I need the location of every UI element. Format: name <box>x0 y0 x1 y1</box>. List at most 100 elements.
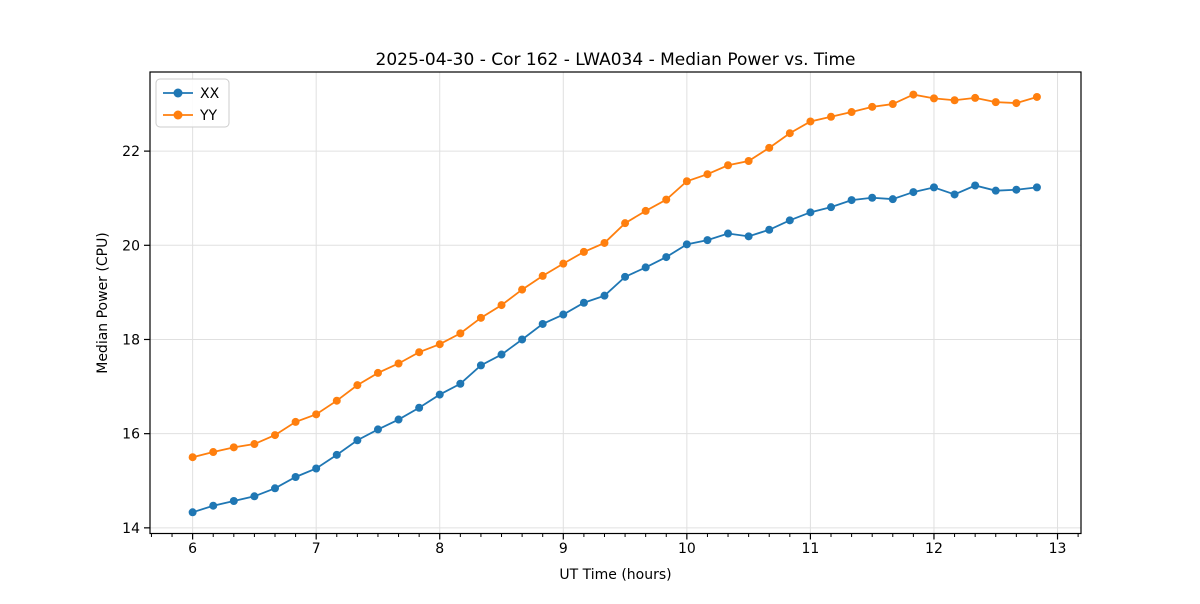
data-point <box>188 508 197 517</box>
data-point <box>662 195 671 204</box>
data-point <box>888 100 897 109</box>
data-point <box>435 390 444 399</box>
data-point <box>847 196 856 205</box>
data-point <box>703 170 712 179</box>
data-point <box>435 340 444 349</box>
data-point <box>785 216 794 225</box>
data-point <box>600 291 609 300</box>
data-point <box>785 129 794 138</box>
data-point <box>332 450 341 459</box>
data-series <box>188 90 1041 517</box>
data-point <box>929 94 938 103</box>
data-point <box>765 225 774 234</box>
x-tick-label: 6 <box>188 541 197 557</box>
x-tick-label: 10 <box>678 541 696 557</box>
data-point <box>312 410 321 419</box>
data-point <box>827 203 836 212</box>
y-tick-label: 22 <box>122 144 140 160</box>
series-xx <box>188 181 1041 517</box>
data-point <box>271 431 280 440</box>
data-point <box>456 379 465 388</box>
data-point <box>1012 99 1021 108</box>
data-point <box>641 263 650 272</box>
data-point <box>353 381 362 390</box>
data-point <box>579 247 588 256</box>
data-point <box>971 181 980 190</box>
x-tick-label: 9 <box>559 541 568 557</box>
legend-marker-xx <box>173 88 183 98</box>
data-point <box>682 177 691 186</box>
x-axis-label: UT Time (hours) <box>559 567 671 583</box>
data-point <box>291 472 300 481</box>
data-point <box>621 219 630 228</box>
data-point <box>621 272 630 281</box>
data-point <box>641 206 650 215</box>
data-point <box>373 368 382 377</box>
data-point <box>497 301 506 310</box>
data-point <box>1012 185 1021 194</box>
legend: XX YY <box>155 78 230 128</box>
chart-title: 2025-04-30 - Cor 162 - LWA034 - Median P… <box>376 50 856 70</box>
data-point <box>868 102 877 111</box>
data-point <box>250 492 259 501</box>
axis-tick-labels: 6 7 8 9 10 11 12 13 14 16 18 20 22 <box>122 144 1066 557</box>
data-point <box>394 359 403 368</box>
data-point <box>806 208 815 217</box>
data-point <box>188 453 197 462</box>
y-tick-label: 18 <box>122 332 140 348</box>
data-point <box>476 313 485 322</box>
data-point <box>662 253 671 262</box>
data-point <box>271 484 280 493</box>
y-tick-label: 14 <box>122 521 140 537</box>
data-point <box>929 183 938 192</box>
data-point <box>497 350 506 359</box>
data-point <box>744 157 753 166</box>
data-point <box>456 329 465 338</box>
legend-marker-yy <box>173 110 183 120</box>
data-point <box>312 464 321 473</box>
data-point <box>332 396 341 405</box>
data-point <box>229 443 238 452</box>
data-point <box>868 193 877 202</box>
x-tick-label: 7 <box>312 541 321 557</box>
data-point <box>971 93 980 102</box>
x-tick-label: 12 <box>925 541 943 557</box>
data-point <box>703 236 712 245</box>
x-tick-label: 8 <box>435 541 444 557</box>
data-point <box>579 298 588 307</box>
data-point <box>415 403 424 412</box>
data-point <box>415 348 424 357</box>
series-yy <box>188 90 1041 462</box>
legend-label-yy: YY <box>199 108 218 124</box>
data-point <box>476 361 485 370</box>
data-point <box>765 143 774 152</box>
data-point <box>291 417 300 426</box>
data-point <box>559 310 568 319</box>
data-point <box>373 425 382 434</box>
data-point <box>991 98 1000 107</box>
x-tick-label: 11 <box>801 541 819 557</box>
data-point <box>229 497 238 506</box>
legend-label-xx: XX <box>200 86 220 102</box>
data-point <box>353 436 362 445</box>
data-point <box>559 259 568 268</box>
plot-border <box>149 71 1082 535</box>
data-point <box>909 188 918 197</box>
data-point <box>1032 92 1041 101</box>
data-point <box>724 161 733 170</box>
data-point <box>250 440 259 449</box>
data-point <box>806 117 815 126</box>
data-point <box>209 448 218 457</box>
data-point <box>538 319 547 328</box>
data-point <box>744 232 753 241</box>
data-point <box>1032 183 1041 192</box>
y-axis-label: Median Power (CPU) <box>95 232 111 374</box>
axis-ticks <box>144 150 1079 540</box>
series-line-yy <box>192 93 1038 459</box>
data-point <box>909 90 918 99</box>
data-point <box>538 271 547 280</box>
data-point <box>950 96 959 105</box>
data-point <box>518 335 527 344</box>
data-point <box>682 240 691 249</box>
